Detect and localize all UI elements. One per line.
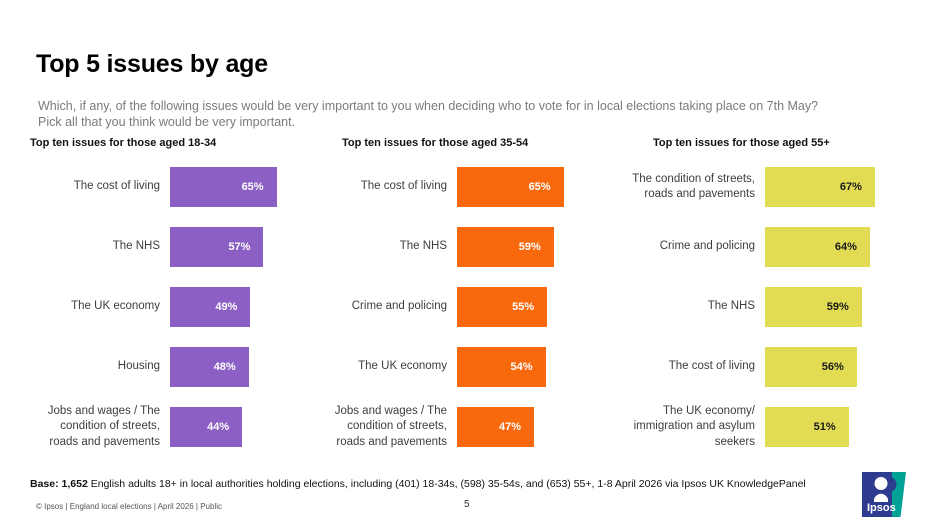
base-note-rest: English adults 18+ in local authorities …: [87, 477, 806, 490]
bar-value-label: 65%: [241, 181, 264, 193]
bar-track: 65%: [170, 167, 330, 207]
bar-track: 47%: [457, 407, 630, 447]
bar-row: Crime and policing 55%: [330, 287, 630, 327]
bar-value-label: 67%: [839, 181, 862, 193]
bar-track: 59%: [457, 227, 630, 267]
bar-row: The NHS 59%: [630, 287, 935, 327]
category-label: The NHS: [707, 300, 755, 313]
bar-row: The NHS 59%: [330, 227, 630, 267]
bar-track: 57%: [170, 227, 330, 267]
page-title: Top 5 issues by age: [36, 50, 268, 78]
bar-value-label: 57%: [228, 241, 251, 253]
bar-row: Crime and policing 64%: [630, 227, 935, 267]
category-label: The NHS: [112, 240, 160, 253]
bar-value-label: 56%: [821, 361, 844, 373]
bar-value-label: 51%: [813, 421, 836, 433]
category-label: The cost of living: [360, 180, 447, 193]
category-label: Housing: [117, 360, 160, 373]
bar: 59%: [765, 287, 862, 327]
chart-panel-18-34: Top ten issues for those aged 18-34 The …: [30, 137, 330, 467]
bar: 65%: [457, 167, 564, 207]
bar-row: The NHS 57%: [30, 227, 330, 267]
bar-row: The UK economy 54%: [330, 347, 630, 387]
category-label: Crime and policing: [659, 240, 755, 253]
bar-value-label: 48%: [213, 361, 236, 373]
footer-copyright: © Ipsos | England local elections | Apri…: [36, 502, 223, 511]
logo-wordmark: Ipsos: [867, 502, 896, 514]
bar-value-label: 47%: [499, 421, 522, 433]
bar-row: Housing 48%: [30, 347, 330, 387]
bar-rows: The cost of living 65% The NHS 59% Crime and…: [330, 167, 630, 448]
subtitle-line-1: Which, if any, of the following issues w…: [38, 99, 819, 113]
ipsos-logo: Ipsos: [862, 472, 906, 517]
bar-value-label: 59%: [826, 301, 849, 313]
panel-header: Top ten issues for those aged 55+: [653, 137, 830, 149]
bar: 57%: [170, 227, 264, 267]
category-label: Crime and policing: [351, 300, 447, 313]
bar-row: The condition of streets, roads and pave…: [630, 167, 935, 207]
category-label: The cost of living: [73, 180, 160, 193]
bar-value-label: 64%: [834, 241, 857, 253]
category-label: The UK economy: [71, 300, 160, 313]
bar-row: The UK economy/ immigration and asylum s…: [630, 405, 935, 448]
bar-rows: The cost of living 65% The NHS 57% The UK ec…: [30, 167, 330, 448]
bar-track: 56%: [765, 347, 935, 387]
category-label: Jobs and wages / The condition of street…: [47, 405, 160, 448]
subtitle-line-2: Pick all that you think would be very im…: [38, 115, 296, 130]
page-number: 5: [464, 499, 470, 510]
bar-track: 59%: [765, 287, 935, 327]
bar-track: 55%: [457, 287, 630, 327]
bar: 64%: [765, 227, 870, 267]
category-label: The cost of living: [668, 360, 755, 373]
bar-row: The cost of living 65%: [330, 167, 630, 207]
bar-value-label: 59%: [518, 241, 541, 253]
bar-row: Jobs and wages / The condition of street…: [30, 405, 330, 448]
base-note: Base: 1,652 English adults 18+ in local …: [30, 478, 910, 490]
panel-header: Top ten issues for those aged 35-54: [342, 137, 529, 149]
bar: 48%: [170, 347, 249, 387]
bar: 56%: [765, 347, 857, 387]
bar: 49%: [170, 287, 251, 327]
bar-value-label: 54%: [510, 361, 533, 373]
bar: 55%: [457, 287, 548, 327]
category-label: The condition of streets, roads and pave…: [632, 172, 755, 200]
survey-question-subtitle: Which, if any, of the following issues w…: [38, 98, 923, 131]
bar-row: Jobs and wages / The condition of street…: [330, 405, 630, 448]
bar-track: 65%: [457, 167, 630, 207]
bar-track: 51%: [765, 407, 935, 447]
bar: 44%: [170, 407, 243, 447]
bar: 67%: [765, 167, 875, 207]
bar-value-label: 55%: [512, 301, 535, 313]
chart-panel-55-plus: Top ten issues for those aged 55+ The co…: [630, 137, 935, 467]
face-profile-icon: [874, 477, 888, 490]
bar-value-label: 44%: [207, 421, 230, 433]
bar-row: The cost of living 65%: [30, 167, 330, 207]
category-label: Jobs and wages / The condition of street…: [334, 405, 447, 448]
bar-value-label: 49%: [215, 301, 238, 313]
bar: 51%: [765, 407, 849, 447]
chart-panel-35-54: Top ten issues for those aged 35-54 The …: [330, 137, 630, 467]
bar-row: The cost of living 56%: [630, 347, 935, 387]
bar-row: The UK economy 49%: [30, 287, 330, 327]
category-label: The UK economy: [358, 360, 447, 373]
bar-track: 54%: [457, 347, 630, 387]
category-label: The UK economy/ immigration and asylum s…: [633, 405, 755, 448]
base-note-bold: Base: 1,652: [30, 477, 88, 490]
bar-track: 67%: [765, 167, 935, 207]
bar: 59%: [457, 227, 554, 267]
bar: 47%: [457, 407, 535, 447]
bar: 54%: [457, 347, 546, 387]
category-label: The NHS: [399, 240, 447, 253]
bar-track: 49%: [170, 287, 330, 327]
panel-header: Top ten issues for those aged 18-34: [30, 137, 217, 149]
bar-track: 48%: [170, 347, 330, 387]
bar-track: 44%: [170, 407, 330, 447]
bar-value-label: 65%: [528, 181, 551, 193]
bar-track: 64%: [765, 227, 935, 267]
bar: 65%: [170, 167, 277, 207]
bar-rows: The condition of streets, roads and pave…: [630, 167, 935, 448]
